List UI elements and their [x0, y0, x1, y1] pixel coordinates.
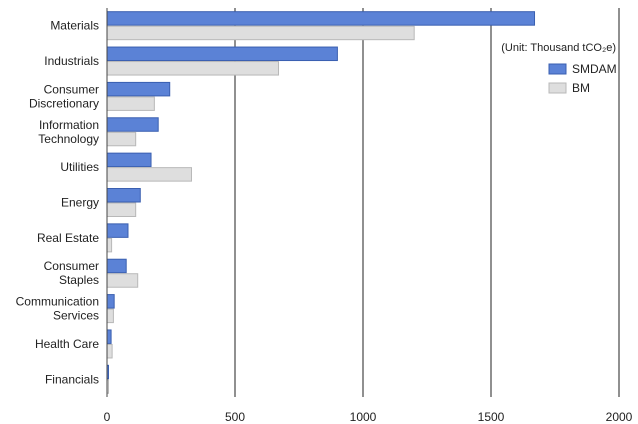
category-label: Consumer Discretionary: [29, 82, 99, 110]
category-label: Health Care: [35, 337, 99, 351]
x-tick-label: 1500: [478, 410, 505, 424]
category-label: Industrials: [44, 54, 99, 68]
bar-smdam: [106, 294, 115, 309]
bars: [106, 11, 536, 394]
bar-bm: [106, 167, 192, 182]
bar-smdam: [106, 152, 152, 168]
x-tick-label: 2000: [606, 410, 633, 424]
unit-label: (Unit: Thousand tCO₂e): [501, 42, 616, 54]
legend-label-bm: BM: [572, 81, 590, 95]
bar-smdam: [106, 117, 159, 132]
category-labels: Materials Industrials Consumer Discretionar…: [16, 19, 100, 387]
category-label: Communication Services: [16, 295, 99, 323]
bar-bm: [106, 237, 113, 253]
bar-bm: [106, 96, 155, 111]
bar-smdam: [106, 81, 171, 97]
bar-bm: [106, 25, 415, 41]
category-label: Energy: [61, 196, 99, 210]
bar-smdam: [106, 223, 129, 238]
legend: SMDAM BM: [548, 62, 617, 95]
category-label: Materials: [50, 19, 99, 33]
bar-bm: [106, 202, 137, 217]
bar-smdam: [106, 11, 536, 26]
legend-swatch-smdam: [548, 63, 567, 75]
bar-smdam: [106, 46, 338, 62]
x-tick-labels: 0 500 1000 1500 2000: [104, 410, 633, 424]
category-label: Real Estate: [37, 231, 99, 245]
x-tick-label: 500: [225, 410, 245, 424]
legend-label-smdam: SMDAM: [572, 62, 617, 76]
category-label: Utilities: [60, 160, 99, 174]
bar-bm: [106, 131, 137, 147]
category-label: Financials: [45, 372, 99, 386]
bar-smdam: [106, 258, 127, 274]
bar-bm: [106, 308, 114, 324]
legend-swatch-bm: [548, 82, 567, 94]
bar-bm: [106, 61, 280, 76]
category-label: Information Technology: [38, 118, 99, 146]
x-tick-label: 1000: [350, 410, 377, 424]
bar-smdam: [106, 188, 141, 203]
bar-smdam: [106, 329, 112, 344]
x-tick-label: 0: [104, 410, 111, 424]
bar-bm: [106, 343, 113, 359]
grid-lines: [234, 8, 620, 397]
bar-bm: [106, 273, 139, 288]
category-label: Consumer Staples: [44, 259, 99, 287]
